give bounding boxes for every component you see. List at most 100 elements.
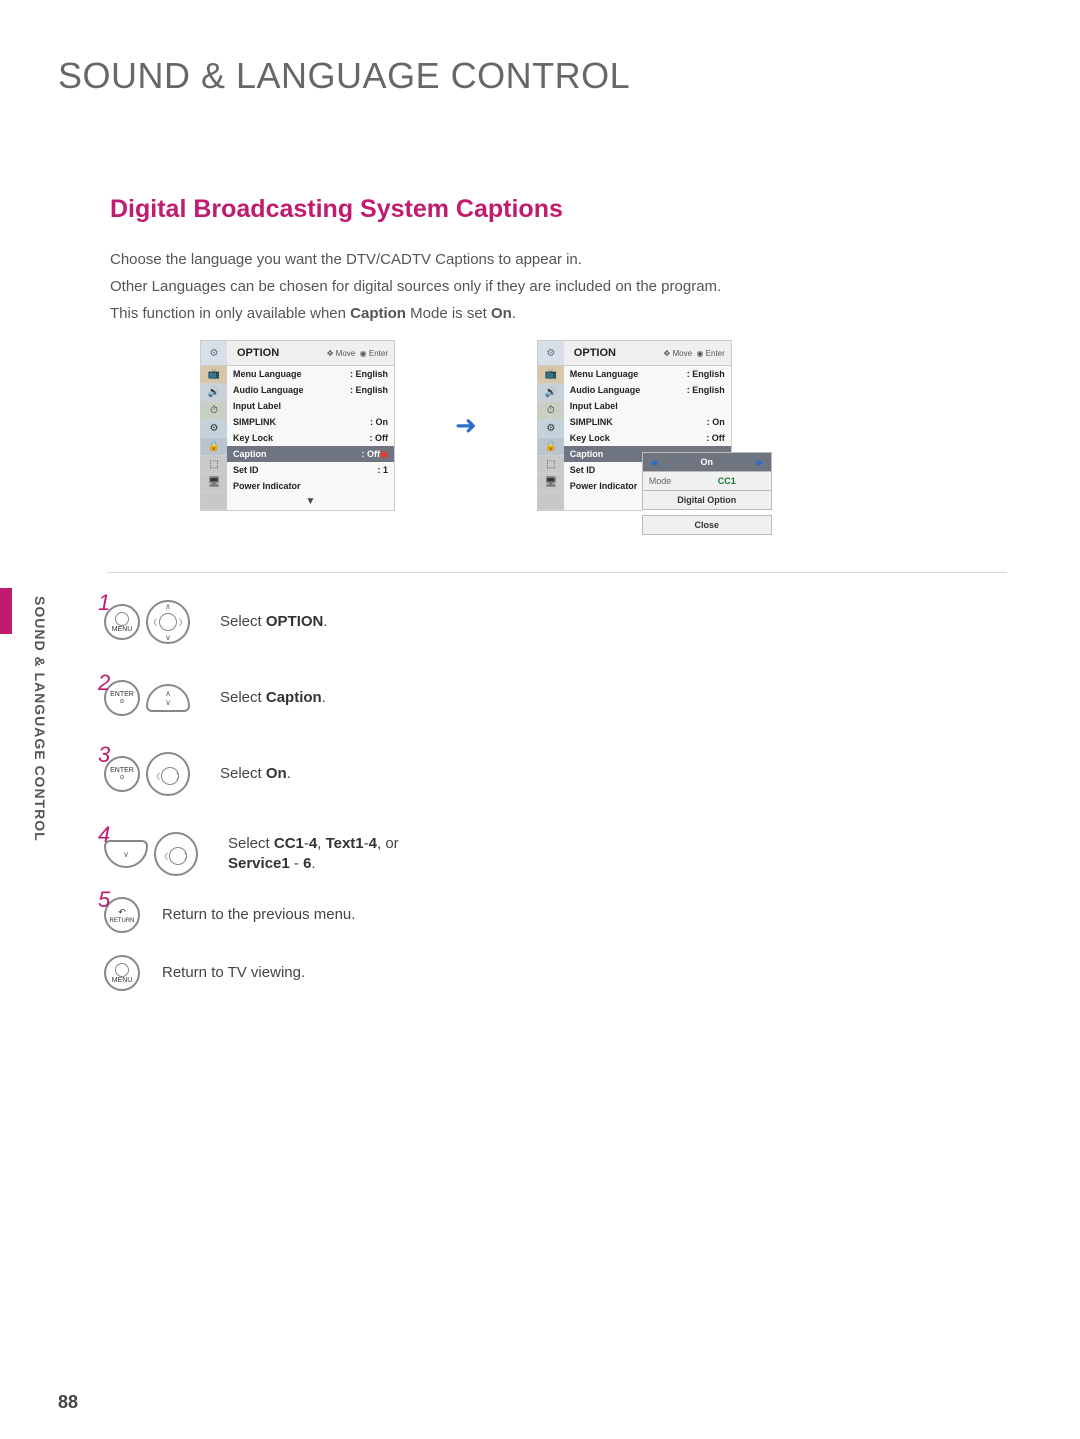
osd-panel-after-wrap: ⚙ OPTION ✥ Move ◉ Enter 📺 🔊 ⏱ ⚙ 🔒 ⬚ 🖥 <box>537 340 732 511</box>
submenu-value: Digital Option <box>649 495 765 505</box>
text-frag: . <box>287 765 291 782</box>
intro-line-2: Other Languages can be chosen for digita… <box>110 273 721 300</box>
step-2: 2 ENTER ⊙ ∧ ∨ Select Caption. <box>104 680 399 716</box>
leftright-icon: 〈 〉 <box>154 832 198 876</box>
row-label: Input Label <box>570 401 725 411</box>
text-bold: 4 <box>369 835 377 852</box>
side-tab: SOUND & LANGUAGE CONTROL <box>0 588 58 888</box>
osd-list: Menu Language: English Audio Language: E… <box>227 366 394 510</box>
hint-enter: Enter <box>706 349 725 358</box>
row-label: Audio Language <box>233 385 350 395</box>
time-icon: ⏱ <box>201 402 227 420</box>
osd-row: Set ID: 1 <box>227 462 394 478</box>
row-label: Audio Language <box>570 385 687 395</box>
osd-row: Key Lock: Off <box>227 430 394 446</box>
row-label: SIMPLINK <box>233 417 370 427</box>
row-value: : On <box>707 417 725 427</box>
intro-text-frag: This function in only available when <box>110 305 350 322</box>
input-icon: ⬚ <box>538 456 564 474</box>
chevron-right-icon: ▶ <box>755 458 765 467</box>
row-value: : Off <box>706 433 725 443</box>
usb-icon: 🖥 <box>201 474 227 492</box>
intro-line-1: Choose the language you want the DTV/CAD… <box>110 246 721 273</box>
step-text: Select On. <box>220 764 291 784</box>
time-icon: ⏱ <box>538 402 564 420</box>
text-frag: , or <box>377 835 399 852</box>
usb-icon: 🖥 <box>538 474 564 492</box>
button-label: MENU <box>112 977 133 984</box>
chevron-left-icon: ◀ <box>649 458 659 467</box>
osd-hints: ✥ Move ◉ Enter <box>327 349 394 358</box>
caption-submenu: ◀ On ▶ Mode CC1 Digital Option Close <box>642 452 772 534</box>
dpad-icon: ∧∨ 〈〉 <box>146 600 190 644</box>
row-value: : Off <box>362 449 381 459</box>
scroll-down-icon: ▼ <box>227 494 394 509</box>
intro-text-bold: Caption <box>350 305 406 322</box>
submenu-value: Close <box>649 520 765 530</box>
step-number: 1 <box>98 590 110 616</box>
row-label: Menu Language <box>570 369 687 379</box>
text-frag: Select <box>220 689 266 706</box>
submenu-label: Mode <box>649 476 689 486</box>
osd-panels: ⚙ OPTION ✥ Move ◉ Enter 📺 🔊 ⏱ ⚙ 🔒 ⬚ 🖥 Me… <box>200 340 732 511</box>
page-title: SOUND & LANGUAGE CONTROL <box>58 55 630 97</box>
submenu-on-row: ◀ On ▶ <box>642 452 772 472</box>
menu-button-icon: MENU <box>104 955 140 991</box>
step-text: Return to the previous menu. <box>162 905 355 925</box>
text-bold: Caption <box>266 689 322 706</box>
text-frag: Select <box>228 835 274 852</box>
row-label: Power Indicator <box>233 481 388 491</box>
text-bold: OPTION <box>266 613 324 630</box>
osd-row: Input Label <box>564 398 731 414</box>
text-bold: CC1 <box>274 835 304 852</box>
page-number: 88 <box>58 1392 78 1413</box>
picture-icon: 📺 <box>538 366 564 384</box>
lock-icon: 🔒 <box>538 438 564 456</box>
osd-panel-before: ⚙ OPTION ✥ Move ◉ Enter 📺 🔊 ⏱ ⚙ 🔒 ⬚ 🖥 Me… <box>200 340 395 511</box>
text-bold: 4 <box>309 835 317 852</box>
intro-text-bold: On <box>491 305 512 322</box>
divider <box>107 572 1007 573</box>
row-label: Set ID <box>233 465 377 475</box>
blank-icon <box>538 492 564 510</box>
osd-header: ⚙ OPTION ✥ Move ◉ Enter <box>200 340 395 366</box>
intro-text: Choose the language you want the DTV/CAD… <box>110 246 721 327</box>
osd-row: SIMPLINK: On <box>227 414 394 430</box>
row-label: Caption <box>233 449 362 459</box>
intro-text-frag: . <box>512 305 516 322</box>
submenu-value: On <box>659 457 755 467</box>
input-icon: ⬚ <box>201 456 227 474</box>
submenu-close-row: Close <box>642 515 772 535</box>
section-title: Digital Broadcasting System Captions <box>110 195 563 224</box>
step-text: Select OPTION. <box>220 612 328 632</box>
row-value: : English <box>687 385 725 395</box>
row-value: : 1 <box>377 465 388 475</box>
osd-sidebar: 📺 🔊 ⏱ ⚙ 🔒 ⬚ 🖥 <box>538 366 564 510</box>
osd-row: SIMPLINK: On <box>564 414 731 430</box>
gear-icon: ⚙ <box>201 341 227 365</box>
step-1: 1 MENU ∧∨ 〈〉 Select OPTION. <box>104 600 399 644</box>
osd-hints: ✥ Move ◉ Enter <box>664 349 731 358</box>
step-text: Select Caption. <box>220 688 326 708</box>
osd-row: Input Label <box>227 398 394 414</box>
intro-line-3: This function in only available when Cap… <box>110 300 721 327</box>
button-label: ENTER <box>110 691 134 698</box>
picture-icon: 📺 <box>201 366 227 384</box>
arrow-right-icon: ➜ <box>455 410 477 441</box>
submenu-value: CC1 <box>689 476 765 486</box>
row-value: : English <box>350 385 388 395</box>
text-frag: , <box>317 835 325 852</box>
button-label: MENU <box>112 626 133 633</box>
row-value: : English <box>350 369 388 379</box>
row-label: SIMPLINK <box>570 417 707 427</box>
osd-row: Power Indicator <box>227 478 394 494</box>
text-bold: Text1 <box>326 835 364 852</box>
hint-move: Move <box>336 349 356 358</box>
osd-row-selected: Caption: Off◉ <box>227 446 394 462</box>
leftright-icon: 〈 〉 <box>146 752 190 796</box>
audio-icon: 🔊 <box>538 384 564 402</box>
option-icon: ⚙ <box>538 420 564 438</box>
text-frag: . <box>322 689 326 706</box>
osd-header: ⚙ OPTION ✥ Move ◉ Enter <box>537 340 732 366</box>
row-label: Menu Language <box>233 369 350 379</box>
